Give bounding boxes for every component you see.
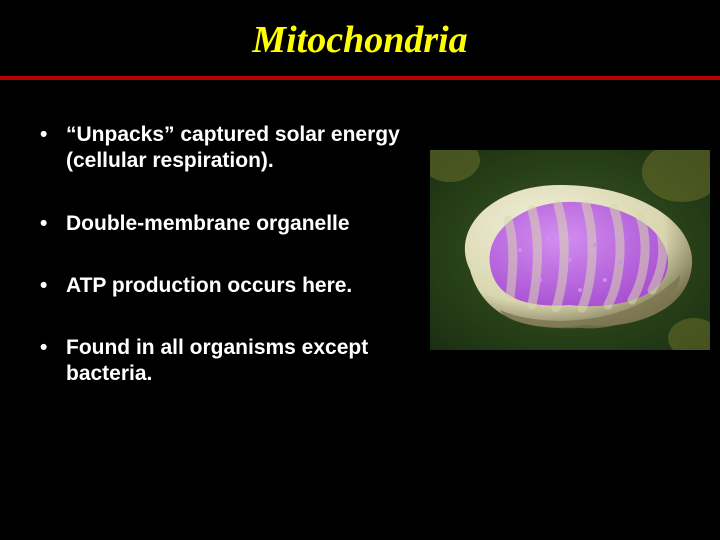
bullet-item: ATP production occurs here. [38,273,428,299]
bullet-item: Found in all organisms except bacteria. [38,335,428,388]
bullet-list: “Unpacks” captured solar energy (cellula… [38,122,428,388]
bullet-item: Double-membrane organelle [38,211,428,237]
mitochondrion-illustration [430,150,710,350]
slide: Mitochondria “Unpacks” captured solar en… [0,0,720,540]
bullet-item: “Unpacks” captured solar energy (cellula… [38,122,428,175]
slide-title: Mitochondria [0,0,720,76]
slide-content: “Unpacks” captured solar energy (cellula… [0,80,720,388]
